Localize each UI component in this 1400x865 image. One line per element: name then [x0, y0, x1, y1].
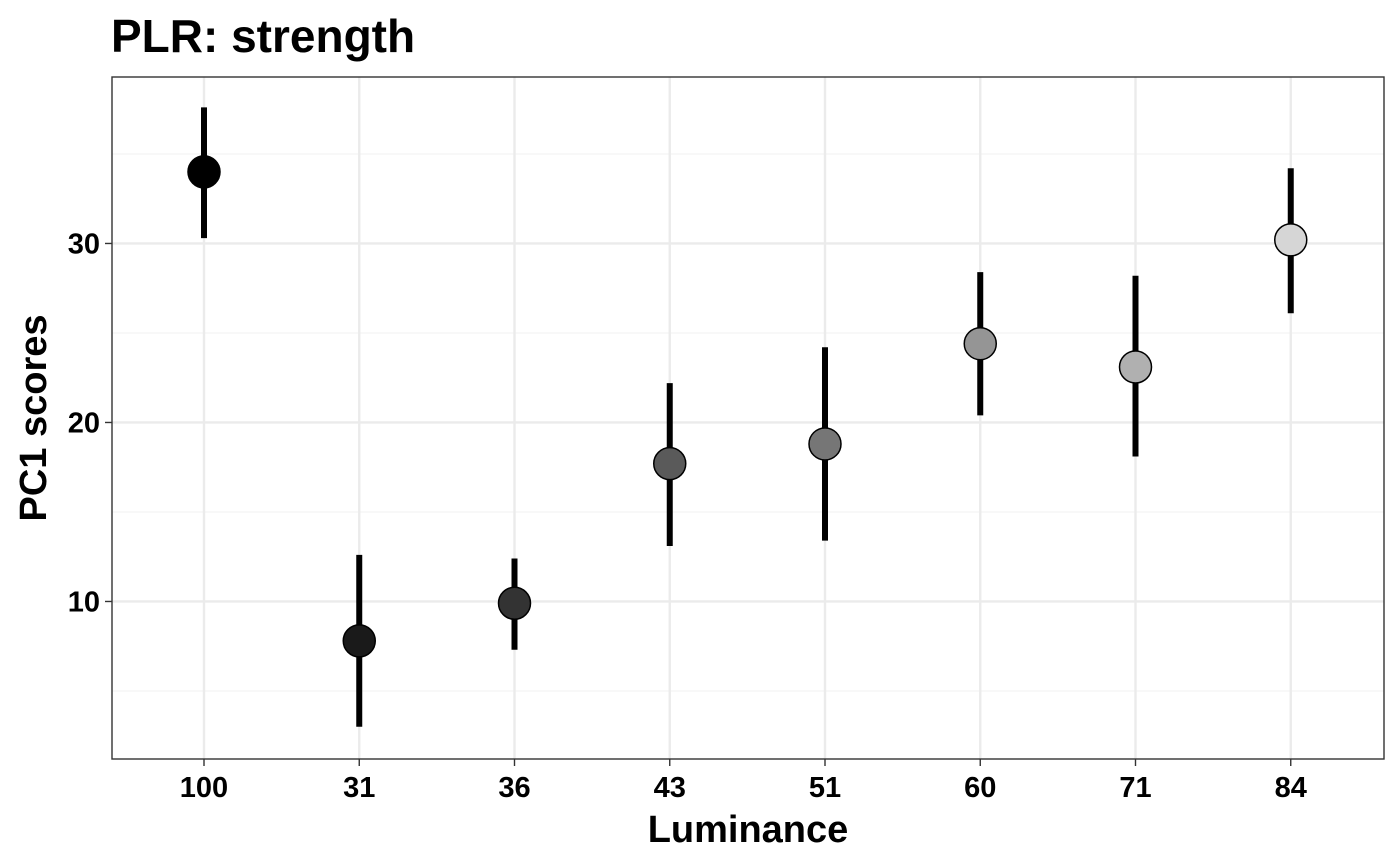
- data-point: [342, 624, 376, 658]
- panel-border: [111, 76, 1385, 760]
- data-point: [497, 586, 532, 621]
- data-points: [187, 155, 1308, 658]
- data-point: [653, 446, 687, 481]
- x-tick-label: 43: [654, 772, 686, 804]
- x-tick-label: 84: [1275, 772, 1307, 804]
- x-tick-label: 71: [1119, 772, 1151, 804]
- data-point: [1118, 350, 1153, 384]
- data-point: [1274, 223, 1308, 257]
- y-tick-label: 10: [68, 586, 100, 618]
- x-tick-label: 51: [809, 772, 841, 804]
- x-axis-ticks: 100 31 36 43 51 60 71 84: [180, 759, 1307, 804]
- data-point: [963, 326, 997, 361]
- y-tick-label: 20: [68, 407, 100, 439]
- x-tick-label: 31: [343, 772, 375, 804]
- data-point: [808, 427, 842, 461]
- grid: [112, 77, 1384, 759]
- chart-title: PLR: strength: [111, 10, 415, 62]
- y-axis-title: PC1 scores: [13, 314, 55, 521]
- x-tick-label: 100: [180, 772, 228, 804]
- x-tick-label: 36: [498, 772, 530, 804]
- x-axis-title: Luminance: [648, 809, 849, 851]
- data-point: [187, 155, 221, 189]
- y-tick-label: 30: [68, 228, 100, 260]
- y-axis-ticks: 10 20 30: [68, 228, 112, 618]
- x-tick-label: 60: [964, 772, 996, 804]
